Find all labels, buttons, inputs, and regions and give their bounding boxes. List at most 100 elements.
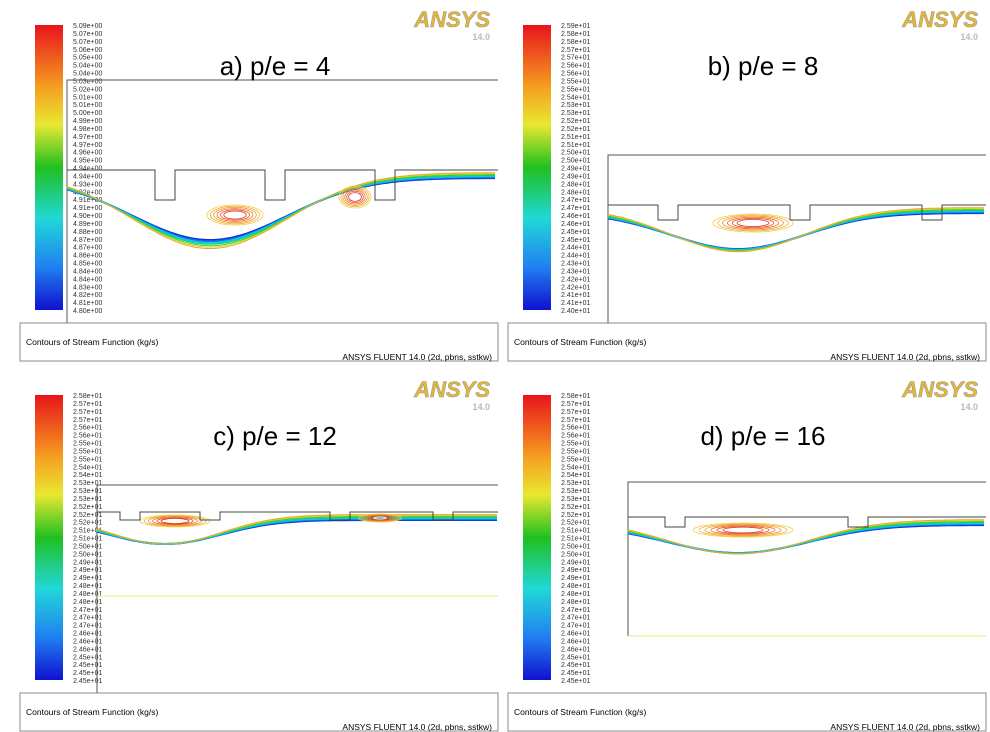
colorbar-label: 2.46e+01 [73,631,102,638]
vortex-contour [728,527,758,533]
colorbar-label: 2.48e+01 [73,599,102,606]
colorbar-label: 2.52e+01 [73,512,102,519]
colorbar-label: 4.97e+00 [73,142,102,149]
panel-title: a) p/e = 4 [220,51,331,81]
logo: ANSYS [413,7,490,32]
vortex-contour [156,517,194,525]
colorbar-label: 2.50e+01 [73,551,102,558]
colorbar-label: 2.52e+01 [73,520,102,527]
vortex-contour [160,518,190,524]
stream-line [66,173,495,248]
colorbar-label: 4.94e+00 [73,173,102,180]
domain-outline [96,484,498,695]
colorbar-label: 4.84e+00 [73,276,102,283]
colorbar-label: 4.90e+00 [73,213,102,220]
colorbar-label: 2.49e+01 [561,567,590,574]
colorbar-label: 2.47e+01 [561,197,590,204]
vortex-contour [342,188,368,206]
colorbar-label: 5.02e+00 [73,86,102,93]
colorbar-label: 2.41e+01 [561,300,590,307]
colorbar-label: 2.46e+01 [73,646,102,653]
colorbar-label: 2.45e+01 [561,670,590,677]
colorbar-label: 2.55e+01 [73,448,102,455]
vortex-contour [373,516,387,520]
vortex-contour [152,516,198,526]
vortex-contour [147,516,202,526]
colorbar-label: 2.50e+01 [561,543,590,550]
stream-line [627,524,984,554]
colorbar-label: 2.52e+01 [73,504,102,511]
colorbar-label: 2.59e+01 [561,23,590,30]
colorbar-label: 2.56e+01 [561,63,590,70]
colorbar-label: 2.45e+01 [561,237,590,244]
colorbar-label: 2.53e+01 [73,488,102,495]
colorbar-label: 2.57e+01 [73,401,102,408]
footer-box [19,322,499,362]
colorbar-label: 2.45e+01 [73,678,102,685]
colorbar-label: 4.97e+00 [73,134,102,141]
colorbar-label: 4.83e+00 [73,284,102,291]
colorbar-label: 4.87e+00 [73,245,102,252]
colorbar [523,395,551,680]
vortex-contour [340,186,370,208]
colorbar-label: 2.48e+01 [561,591,590,598]
vortex-contour [362,514,398,522]
colorbar-label: 2.48e+01 [73,591,102,598]
colorbar-label: 2.51e+01 [561,528,590,535]
vortex-contour [731,217,775,229]
colorbar-label: 2.47e+01 [73,607,102,614]
vortex-contour [722,526,764,534]
colorbar-label: 2.53e+01 [561,102,590,109]
colorbar-label: 4.91e+00 [73,205,102,212]
colorbar-label: 2.43e+01 [561,261,590,268]
colorbar-label: 2.45e+01 [561,662,590,669]
colorbar-label: 4.91e+00 [73,197,102,204]
colorbar-label: 2.57e+01 [561,55,590,62]
colorbar-label: 4.98e+00 [73,126,102,133]
vortex-contour [692,522,794,538]
colorbar-label: 4.96e+00 [73,150,102,157]
colorbar-label: 4.81e+00 [73,300,102,307]
vortex-contour [206,204,264,226]
stream-line [607,212,985,250]
stream-line [607,210,985,251]
logo: ANSYS [413,377,490,402]
colorbar-label: 4.88e+00 [73,229,102,236]
colorbar-label: 2.55e+01 [561,456,590,463]
vortex-contour [209,205,261,225]
vortex-contour [223,210,247,220]
rib-wall [97,511,498,521]
colorbar-label: 4.87e+00 [73,237,102,244]
colorbar-label: 2.57e+01 [73,409,102,416]
colorbar-label: 2.50e+01 [561,551,590,558]
colorbar-label: 2.49e+01 [561,173,590,180]
colorbar-label: 2.51e+01 [73,536,102,543]
stream-line [66,174,495,245]
stream-line [607,209,984,252]
colorbar-label: 2.49e+01 [73,567,102,574]
colorbar-label: 2.50e+01 [73,543,102,550]
colorbar-label: 5.03e+00 [73,78,102,85]
vortex-contour [338,185,372,209]
vortex-contour [143,515,207,527]
colorbar-label: 2.54e+01 [73,464,102,471]
colorbar-label: 4.86e+00 [73,253,102,260]
colorbar-label: 2.58e+01 [561,393,590,400]
colorbar-label: 2.42e+01 [561,284,590,291]
vortex-contour [139,514,211,528]
colorbar-label: 2.52e+01 [561,512,590,519]
panel-title: b) p/e = 8 [708,51,819,81]
vortex-contour [365,515,395,521]
colorbar-label: 2.57e+01 [561,417,590,424]
footer-right: ANSYS FLUENT 14.0 (2d, pbns, sstkw) [830,722,980,732]
colorbar-label: 2.50e+01 [561,158,590,165]
vortex-contour [716,525,770,535]
colorbar-label: 2.42e+01 [561,276,590,283]
vortex-contour [344,189,366,205]
stream-line [96,518,497,546]
stream-line [66,175,495,244]
footer-box [507,692,987,732]
colorbar-label: 2.45e+01 [73,654,102,661]
stream-line [607,211,985,251]
colorbar-label: 4.82e+00 [73,292,102,299]
